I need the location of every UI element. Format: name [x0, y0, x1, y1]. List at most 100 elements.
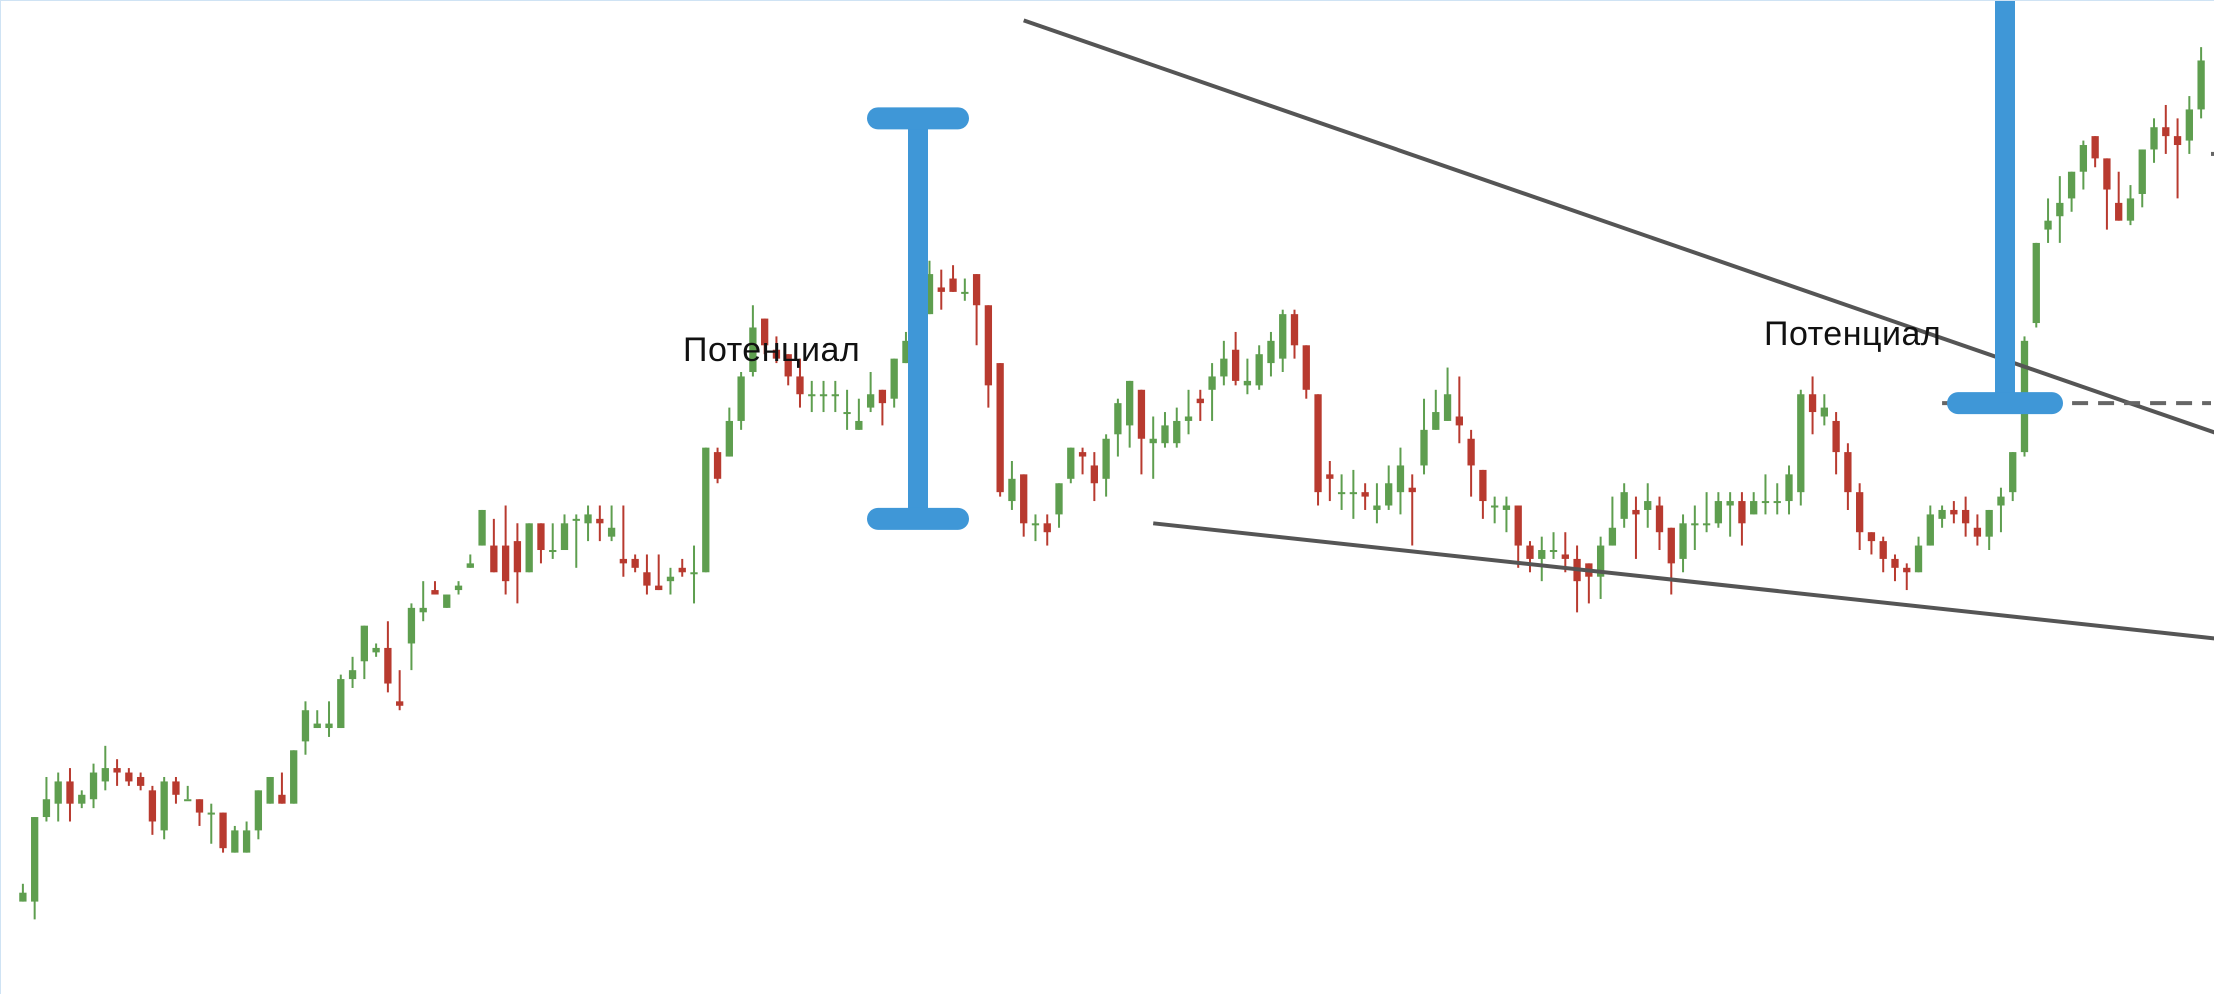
candle-body: [1856, 492, 1864, 533]
candle: [1879, 536, 1887, 573]
candle: [490, 518, 498, 573]
candle-body: [537, 523, 545, 551]
candle: [596, 505, 604, 542]
candle: [690, 545, 698, 604]
candle-body: [1432, 412, 1440, 430]
candle-body: [1055, 483, 1063, 515]
candle: [1973, 514, 1982, 546]
candle-body: [207, 812, 215, 815]
candle-body: [560, 523, 569, 551]
candle-body: [1385, 483, 1393, 506]
candle: [855, 398, 863, 430]
candle: [607, 505, 616, 542]
candle-body: [1903, 567, 1911, 573]
candle-body: [478, 509, 486, 546]
candle-body: [431, 590, 439, 595]
candle: [219, 812, 227, 853]
candle-body: [902, 340, 910, 364]
candle-body: [1290, 314, 1299, 346]
candle: [136, 772, 145, 791]
candle: [431, 581, 439, 595]
candle-body: [1549, 550, 1558, 553]
candle-body: [184, 799, 192, 802]
candle-body: [796, 376, 804, 395]
candle: [1997, 487, 2005, 533]
candle: [2103, 158, 2111, 230]
candle-body: [1302, 345, 1310, 390]
candle: [172, 776, 180, 804]
candle-body: [725, 420, 733, 457]
candle-body: [655, 585, 663, 591]
candle: [1856, 483, 1864, 551]
candle: [1279, 309, 1287, 372]
candle-body: [607, 527, 616, 537]
candle: [1102, 434, 1110, 497]
candle-body: [1337, 492, 1346, 495]
candle: [31, 817, 39, 920]
candle-body: [148, 790, 157, 822]
candle: [1231, 331, 1240, 386]
potential-label-left: Потенциал: [683, 331, 861, 369]
candle: [1561, 532, 1569, 573]
measure-bracket-left: [867, 107, 969, 530]
candle-body: [125, 772, 133, 782]
candle: [419, 581, 427, 622]
candle-body: [1891, 558, 1899, 568]
candle: [525, 523, 533, 573]
candle-body: [2044, 220, 2052, 230]
candle-body: [1502, 505, 1511, 510]
candle: [1644, 483, 1652, 528]
candle: [1785, 465, 1793, 515]
candle: [1867, 532, 1876, 555]
candle: [1632, 496, 1640, 559]
candle: [1443, 367, 1452, 421]
candle-body: [2185, 109, 2193, 141]
candle-body: [525, 523, 533, 573]
candle: [2126, 185, 2135, 226]
potential-label-right: Потенциал: [1764, 315, 1942, 353]
candle-body: [1750, 501, 1758, 515]
candle-body: [2197, 60, 2205, 110]
candle-body: [31, 817, 39, 902]
candle-body: [454, 585, 463, 591]
candle-body: [195, 799, 204, 813]
candle: [761, 318, 769, 355]
candle-body: [1879, 541, 1887, 559]
candle: [1950, 501, 1958, 524]
candle-body: [1102, 438, 1110, 479]
candle: [1467, 429, 1475, 497]
candle-body: [231, 830, 239, 853]
candle: [937, 269, 945, 310]
candle-body: [713, 452, 722, 479]
candle: [1349, 469, 1358, 519]
candle: [1373, 483, 1381, 524]
candle-body: [407, 607, 416, 644]
candle-body: [1020, 474, 1028, 524]
candle-body: [443, 594, 451, 608]
candle-body: [678, 567, 686, 573]
candle: [1126, 380, 1134, 448]
candle-body: [1173, 420, 1181, 444]
candle: [1161, 412, 1169, 448]
candle-body: [1031, 523, 1040, 526]
candle: [1326, 461, 1334, 502]
candle: [1196, 389, 1204, 421]
candle-body: [1467, 438, 1475, 466]
candle-body: [808, 394, 816, 397]
candle-body: [1314, 394, 1322, 493]
candle-body: [160, 781, 168, 831]
candle-body: [1373, 505, 1381, 510]
candle-body: [819, 394, 828, 397]
candle-body: [1326, 474, 1334, 479]
candle: [2044, 198, 2052, 243]
candle-body: [1184, 416, 1193, 421]
candle: [184, 785, 192, 802]
candle: [1020, 474, 1028, 537]
candle-body: [2138, 149, 2146, 194]
candle-body: [831, 394, 839, 397]
candle-body: [396, 701, 404, 706]
candle: [666, 567, 675, 595]
candle: [66, 768, 74, 822]
candle-body: [761, 318, 769, 346]
